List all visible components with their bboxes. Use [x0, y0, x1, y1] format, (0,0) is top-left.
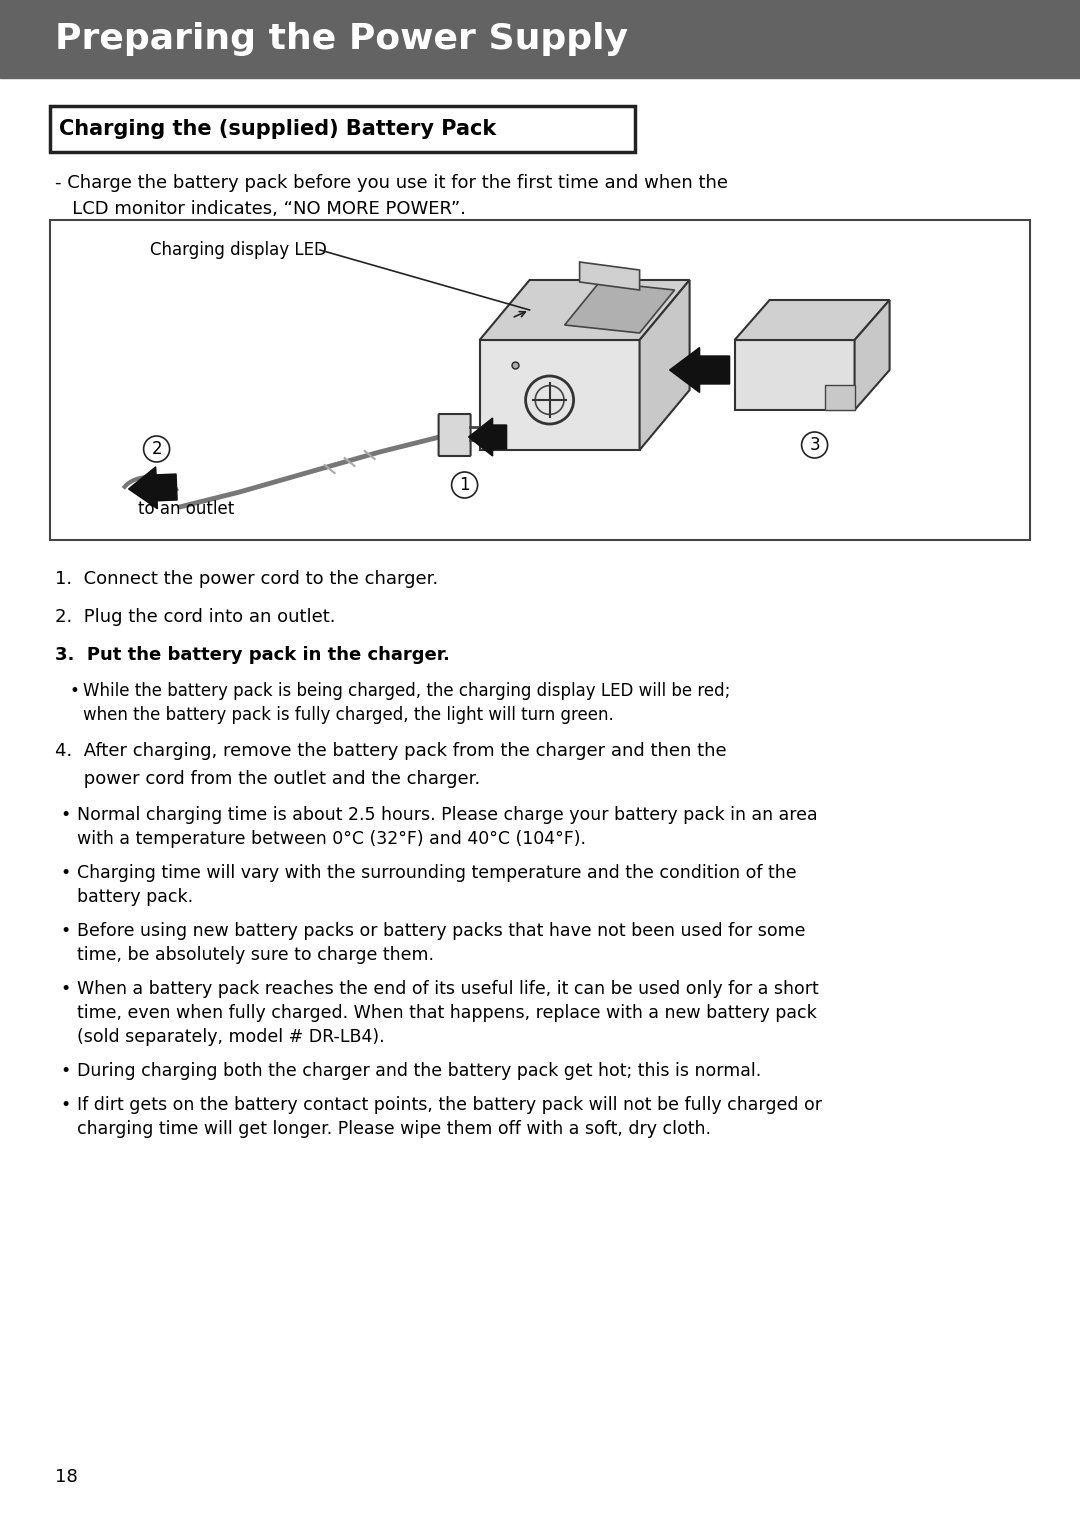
Text: battery pack.: battery pack. — [77, 888, 193, 907]
Polygon shape — [825, 385, 854, 411]
Text: 18: 18 — [55, 1468, 78, 1486]
Text: •: • — [60, 806, 70, 824]
Text: Before using new battery packs or battery packs that have not been used for some: Before using new battery packs or batter… — [77, 922, 806, 940]
Text: •: • — [60, 864, 70, 882]
Polygon shape — [480, 341, 639, 450]
Bar — [50, 221, 1030, 540]
Polygon shape — [734, 300, 890, 341]
Polygon shape — [734, 341, 854, 411]
Text: when the battery pack is fully charged, the light will turn green.: when the battery pack is fully charged, … — [83, 706, 613, 724]
Text: time, be absolutely sure to charge them.: time, be absolutely sure to charge them. — [77, 946, 434, 964]
FancyArrow shape — [129, 467, 177, 510]
Polygon shape — [639, 280, 690, 450]
Text: •: • — [60, 922, 70, 940]
FancyBboxPatch shape — [438, 414, 471, 456]
Text: charging time will get longer. Please wipe them off with a soft, dry cloth.: charging time will get longer. Please wi… — [77, 1119, 711, 1138]
Text: •: • — [69, 681, 79, 700]
Text: •: • — [60, 1097, 70, 1113]
Text: Charging display LED: Charging display LED — [150, 240, 327, 259]
Text: power cord from the outlet and the charger.: power cord from the outlet and the charg… — [55, 770, 481, 788]
Text: LCD monitor indicates, “NO MORE POWER”.: LCD monitor indicates, “NO MORE POWER”. — [55, 199, 465, 218]
Bar — [50, 106, 635, 152]
Text: 2: 2 — [151, 440, 162, 458]
Polygon shape — [580, 262, 639, 291]
Text: While the battery pack is being charged, the charging display LED will be red;: While the battery pack is being charged,… — [83, 681, 730, 700]
Text: 4.  After charging, remove the battery pack from the charger and then the: 4. After charging, remove the battery pa… — [55, 742, 727, 760]
Text: •: • — [60, 1062, 70, 1080]
FancyArrow shape — [469, 418, 507, 456]
Polygon shape — [854, 300, 890, 411]
Text: 3.  Put the battery pack in the charger.: 3. Put the battery pack in the charger. — [55, 646, 450, 665]
Text: When a battery pack reaches the end of its useful life, it can be used only for : When a battery pack reaches the end of i… — [77, 980, 819, 998]
Text: 1: 1 — [459, 476, 470, 494]
Text: time, even when fully charged. When that happens, replace with a new battery pac: time, even when fully charged. When that… — [77, 1004, 816, 1022]
Text: Preparing the Power Supply: Preparing the Power Supply — [55, 21, 627, 56]
Text: If dirt gets on the battery contact points, the battery pack will not be fully c: If dirt gets on the battery contact poin… — [77, 1097, 822, 1113]
Text: 3: 3 — [809, 437, 820, 453]
Text: 2.  Plug the cord into an outlet.: 2. Plug the cord into an outlet. — [55, 608, 336, 627]
Text: with a temperature between 0°C (32°F) and 40°C (104°F).: with a temperature between 0°C (32°F) an… — [77, 830, 586, 849]
Text: •: • — [60, 980, 70, 998]
Bar — [0, 0, 1080, 78]
Text: to an outlet: to an outlet — [138, 500, 234, 519]
FancyArrow shape — [670, 347, 730, 392]
Text: During charging both the charger and the battery pack get hot; this is normal.: During charging both the charger and the… — [77, 1062, 761, 1080]
Text: Normal charging time is about 2.5 hours. Please charge your battery pack in an a: Normal charging time is about 2.5 hours.… — [77, 806, 818, 824]
Text: 1.  Connect the power cord to the charger.: 1. Connect the power cord to the charger… — [55, 570, 438, 589]
Polygon shape — [565, 281, 675, 333]
Text: - Charge the battery pack before you use it for the first time and when the: - Charge the battery pack before you use… — [55, 173, 728, 192]
Text: Charging time will vary with the surrounding temperature and the condition of th: Charging time will vary with the surroun… — [77, 864, 797, 882]
Polygon shape — [480, 280, 690, 341]
Text: Charging the (supplied) Battery Pack: Charging the (supplied) Battery Pack — [59, 119, 496, 138]
Text: (sold separately, model # DR-LB4).: (sold separately, model # DR-LB4). — [77, 1028, 384, 1046]
